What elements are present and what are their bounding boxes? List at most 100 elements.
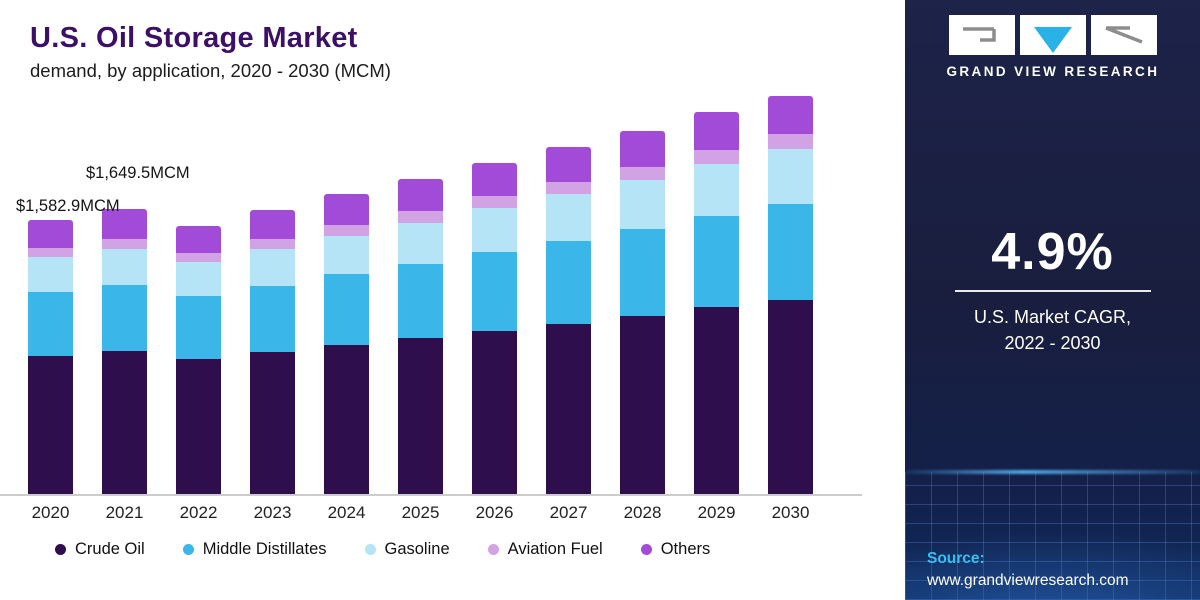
segment-gasoline-2023 [250,249,295,286]
x-label-2028: 2028 [623,503,662,522]
segment-aviation-fuel-2021 [102,238,147,249]
segment-others-2022 [176,225,221,254]
brand-sidebar: GRAND VIEW RESEARCH 4.9% U.S. Market CAG… [905,0,1200,600]
segment-middle-distillates-2029 [694,215,739,308]
segment-others-2027 [546,146,591,182]
chart-header: U.S. Oil Storage Market demand, by appli… [0,0,905,82]
segment-aviation-fuel-2027 [546,181,591,195]
x-label-2025: 2025 [401,503,440,522]
logo-r-icon [1090,15,1157,55]
bar-2030 [768,96,813,494]
segment-others-2021 [102,208,147,239]
chart-panel: U.S. Oil Storage Market demand, by appli… [0,0,905,559]
chart-plot [0,96,862,496]
segment-aviation-fuel-2023 [250,239,295,250]
x-axis-labels: 2020 2021 2022 2023 2024 2025 2026 2027 2028 2029… [0,503,905,523]
segment-crude-oil-2028 [620,315,665,494]
legend-item-gasoline: Gasoline [364,540,450,559]
segment-aviation-fuel-2022 [176,253,221,263]
segment-crude-oil-2030 [768,299,813,494]
legend-label-others: Others [660,540,711,558]
value-label-2020: $1,582.9MCM [16,197,120,215]
bar-2026 [472,162,517,494]
segment-gasoline-2021 [102,248,147,285]
segment-middle-distillates-2026 [472,251,517,331]
segment-aviation-fuel-2028 [620,167,665,181]
segment-middle-distillates-2024 [324,274,369,346]
cagr-value: 4.9% [991,223,1114,281]
segment-others-2028 [620,130,665,168]
segment-aviation-fuel-2026 [472,196,517,208]
segment-aviation-fuel-2030 [768,134,813,150]
bar-2024 [324,193,369,494]
segment-gasoline-2030 [768,149,813,204]
legend-label-gasoline: Gasoline [384,540,450,558]
x-label-2029: 2029 [697,503,736,522]
x-label-2024: 2024 [327,503,366,522]
segment-middle-distillates-2027 [546,240,591,324]
segment-aviation-fuel-2025 [398,211,443,223]
cyan-triangle-icon [1033,27,1072,53]
legend-item-aviation-fuel: Aviation Fuel [487,540,603,559]
cagr-label: U.S. Market CAGR, 2022 - 2030 [905,304,1200,356]
bar-2020 [28,220,73,494]
segment-others-2024 [324,193,369,225]
legend-label-aviation-fuel: Aviation Fuel [507,540,603,558]
segment-others-2026 [472,162,517,197]
segment-gasoline-2022 [176,262,221,297]
legend-dot-aviation-fuel [487,544,499,555]
segment-aviation-fuel-2029 [694,149,739,164]
segment-middle-distillates-2022 [176,296,221,360]
segment-crude-oil-2029 [694,307,739,494]
bar-2027 [546,146,591,494]
bar-2023 [250,209,295,494]
segment-aviation-fuel-2020 [28,247,73,258]
segment-others-2030 [768,96,813,135]
x-label-2022: 2022 [179,503,218,522]
segment-crude-oil-2027 [546,323,591,494]
segment-gasoline-2020 [28,257,73,292]
segment-crude-oil-2025 [398,338,443,494]
source-url: www.grandviewresearch.com [927,572,1129,589]
logo-glyphs [905,15,1200,55]
page-subtitle: demand, by application, 2020 - 2030 (MCM… [30,60,391,81]
legend-dot-others [640,544,652,555]
cagr-label-line2: 2022 - 2030 [1004,333,1101,354]
legend-item-crude-oil: Crude Oil [55,540,145,559]
x-label-2021: 2021 [105,503,144,522]
segment-others-2020 [28,220,73,248]
bar-2025 [398,178,443,494]
segment-middle-distillates-2025 [398,264,443,339]
chart-legend: Crude Oil Middle Distillates Gasoline Aviat… [0,540,905,559]
cagr-label-line1: U.S. Market CAGR, [973,307,1132,327]
segment-crude-oil-2024 [324,345,369,494]
legend-dot-gasoline [364,544,376,555]
segment-middle-distillates-2021 [102,284,147,352]
segment-gasoline-2029 [694,163,739,216]
segment-middle-distillates-2028 [620,229,665,316]
bar-2022 [176,225,221,494]
segment-crude-oil-2022 [176,359,221,494]
x-label-2023: 2023 [253,503,292,522]
segment-crude-oil-2020 [28,355,73,494]
segment-crude-oil-2026 [472,330,517,494]
source-block: Source: www.grandviewresearch.com [927,550,1129,590]
value-label-2021: $1,649.5MCM [86,164,190,182]
logo-g-icon [948,15,1015,55]
segment-middle-distillates-2023 [250,285,295,353]
legend-label-middle-distillates: Middle Distillates [202,540,327,558]
segment-middle-distillates-2030 [768,203,813,300]
globe-wireframe [905,472,1200,600]
bar-2021 [102,208,147,494]
bar-2029 [694,111,739,494]
x-label-2026: 2026 [475,503,514,522]
segment-aviation-fuel-2024 [324,224,369,236]
stacked-bar-chart: $1,649.5MCM $1,582.9MCM 2020 2021 2022 2023… [0,96,905,559]
legend-dot-crude-oil [55,544,66,555]
source-label: Source: [927,550,985,567]
x-label-2027: 2027 [549,503,588,522]
legend-item-others: Others [640,540,711,559]
brand-logo: GRAND VIEW RESEARCH [905,0,1200,79]
brand-name: GRAND VIEW RESEARCH [946,64,1160,79]
segment-middle-distillates-2020 [28,291,73,356]
